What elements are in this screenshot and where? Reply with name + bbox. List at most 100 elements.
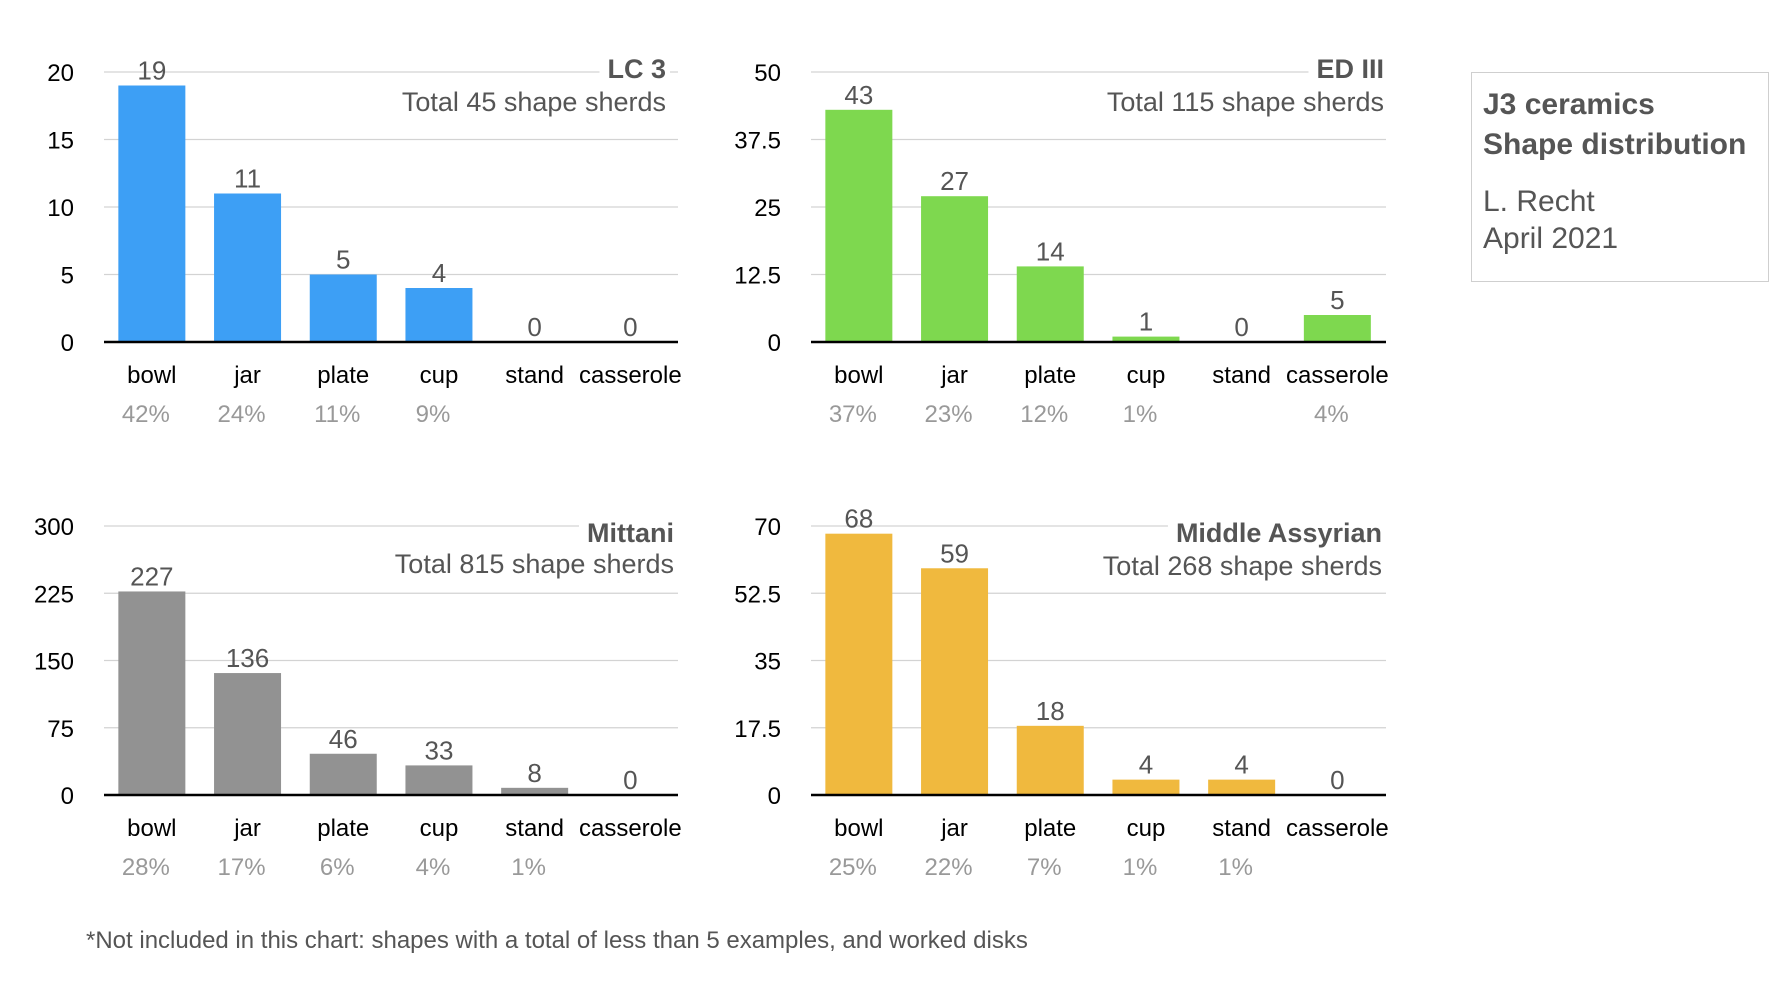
chart-2-bar-cup xyxy=(1112,336,1180,342)
chart-4-category-label-bowl: bowl xyxy=(834,815,883,842)
chart-4-title: Middle Assyrian xyxy=(1176,518,1382,548)
chart-1-category-label-bowl: bowl xyxy=(127,362,176,389)
chart-2-bar-casserole xyxy=(1303,315,1371,342)
chart-4-percent-label-cup: 1% xyxy=(1123,854,1158,881)
chart-2-percent-label-plate: 12% xyxy=(1020,401,1068,428)
chart-4-subtitle: Total 268 shape sherds xyxy=(1103,551,1382,581)
chart-2-y-tick-label: 12.5 xyxy=(734,263,781,290)
chart-1-subtitle: Total 45 shape sherds xyxy=(402,87,666,117)
chart-2-percent-label-jar: 23% xyxy=(925,401,973,428)
chart-3-y-tick-label: 75 xyxy=(47,716,74,743)
chart-1-title: LC 3 xyxy=(607,54,666,84)
chart-4-title-backing xyxy=(1094,549,1386,583)
chart-4-category-label-stand: stand xyxy=(1212,815,1271,842)
chart-2-value-label-jar: 27 xyxy=(940,166,969,196)
chart-3-bar-cup xyxy=(405,765,473,795)
chart-3-value-label-stand: 8 xyxy=(527,758,541,788)
chart-2-y-tick-label: 25 xyxy=(754,195,781,222)
chart-1-category-label-stand: stand xyxy=(505,362,564,389)
chart-1-bar-cup xyxy=(405,288,473,342)
chart-4-category-label-cup: cup xyxy=(1127,815,1166,842)
chart-1-category-label-plate: plate xyxy=(317,362,369,389)
chart-2-category-label-stand: stand xyxy=(1212,362,1271,389)
chart-3-y-tick-label: 0 xyxy=(61,783,74,810)
chart-2-y-tick-label: 37.5 xyxy=(734,128,781,155)
chart-2-subtitle: Total 115 shape sherds xyxy=(1107,87,1384,117)
chart-2-percent-label-cup: 1% xyxy=(1123,401,1158,428)
chart-4-bar-stand xyxy=(1208,779,1276,795)
chart-3-bar-stand xyxy=(501,787,569,795)
chart-3-title-backing xyxy=(386,547,678,581)
chart-1-category-label-cup: cup xyxy=(420,362,459,389)
chart-1-value-label-stand: 0 xyxy=(527,312,541,342)
chart-3-percent-label-cup: 4% xyxy=(416,854,451,881)
chart-3-percent-label-stand: 1% xyxy=(511,854,546,881)
chart-3-category-label-plate: plate xyxy=(317,815,369,842)
chart-1-value-label-bowl: 19 xyxy=(137,56,166,86)
chart-4-y-tick-label: 52.5 xyxy=(734,581,781,608)
chart-4-y-tick-label: 70 xyxy=(754,514,781,541)
chart-1-y-tick-label: 10 xyxy=(47,195,74,222)
chart-4-category-label-plate: plate xyxy=(1024,815,1076,842)
chart-1-y-tick-label: 15 xyxy=(47,128,74,155)
chart-3-percent-label-bowl: 28% xyxy=(122,854,170,881)
chart-4-percent-label-jar: 22% xyxy=(925,854,973,881)
info-author: L. Recht xyxy=(1483,185,1595,218)
chart-3-category-label-jar: jar xyxy=(233,815,261,842)
chart-1-category-label-casserole: casserole xyxy=(579,362,682,389)
chart-1-value-label-cup: 4 xyxy=(432,258,446,288)
chart-4-bar-bowl xyxy=(825,533,893,795)
chart-1-value-label-jar: 11 xyxy=(234,164,261,194)
chart-1-percent-label-plate: 11% xyxy=(314,401,360,428)
chart-2-value-label-cup: 1 xyxy=(1139,307,1153,337)
chart-3-category-label-bowl: bowl xyxy=(127,815,176,842)
chart-4-y-tick-label: 35 xyxy=(754,649,781,676)
chart-1-bar-jar xyxy=(214,193,282,342)
chart-4-bar-jar xyxy=(921,568,989,795)
chart-4-value-label-bowl: 68 xyxy=(844,504,873,534)
chart-1-bar-plate xyxy=(309,274,377,342)
chart-2-category-label-bowl: bowl xyxy=(834,362,883,389)
chart-3-bar-bowl xyxy=(118,591,186,795)
chart-4-value-label-stand: 4 xyxy=(1234,750,1248,780)
chart-4-value-label-cup: 4 xyxy=(1139,750,1153,780)
chart-2-title-backing xyxy=(1098,85,1388,119)
chart-2-percent-label-bowl: 37% xyxy=(829,401,877,428)
chart-3-category-label-cup: cup xyxy=(420,815,459,842)
chart-3-y-tick-label: 150 xyxy=(34,649,74,676)
chart-3-category-label-casserole: casserole xyxy=(579,815,682,842)
chart-3-bar-plate xyxy=(309,753,377,795)
chart-3-bar-jar xyxy=(214,673,282,795)
chart-4-value-label-plate: 18 xyxy=(1036,696,1065,726)
chart-3-value-label-casserole: 0 xyxy=(623,765,637,795)
chart-3-value-label-cup: 33 xyxy=(424,735,453,765)
chart-3-title-backing xyxy=(579,516,678,550)
chart-1-value-label-plate: 5 xyxy=(336,245,350,275)
chart-2-category-label-casserole: casserole xyxy=(1286,362,1389,389)
chart-1-percent-label-cup: 9% xyxy=(416,401,451,428)
chart-4-bar-cup xyxy=(1112,779,1180,795)
chart-3-y-tick-label: 225 xyxy=(34,581,74,608)
info-title-line2: Shape distribution xyxy=(1483,128,1747,161)
chart-1-value-label-casserole: 0 xyxy=(623,312,637,342)
chart-4-value-label-jar: 59 xyxy=(940,538,969,568)
footnote: *Not included in this chart: shapes with… xyxy=(86,927,1028,954)
chart-4-percent-label-stand: 1% xyxy=(1218,854,1253,881)
chart-2-category-label-jar: jar xyxy=(940,362,968,389)
chart-2-category-label-cup: cup xyxy=(1127,362,1166,389)
info-date: April 2021 xyxy=(1483,222,1619,255)
chart-4-value-label-casserole: 0 xyxy=(1330,765,1344,795)
chart-3-percent-label-jar: 17% xyxy=(218,854,266,881)
chart-2-value-label-casserole: 5 xyxy=(1330,285,1344,315)
chart-3-percent-label-plate: 6% xyxy=(320,854,355,881)
chart-4-percent-label-plate: 7% xyxy=(1027,854,1062,881)
chart-4-y-tick-label: 0 xyxy=(768,783,781,810)
chart-4-category-label-jar: jar xyxy=(940,815,968,842)
chart-2-bar-jar xyxy=(921,196,989,342)
chart-1-category-label-jar: jar xyxy=(233,362,261,389)
chart-2-y-tick-label: 50 xyxy=(754,60,781,87)
chart-2-value-label-stand: 0 xyxy=(1234,312,1248,342)
chart-3-y-tick-label: 300 xyxy=(34,514,74,541)
chart-4-percent-label-bowl: 25% xyxy=(829,854,877,881)
